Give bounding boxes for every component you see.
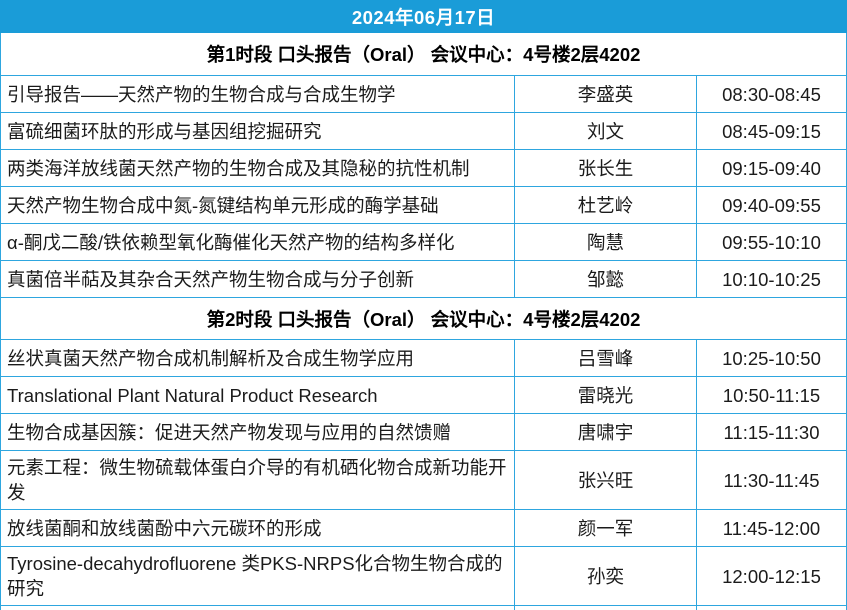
time-cell: 11:30-11:45 (696, 451, 846, 509)
time-cell: 10:25-10:50 (696, 340, 846, 376)
title-cell: 天然产物生物合成中氮-氮键结构单元形成的酶学基础 (7, 194, 439, 216)
time-cell: 08:30-08:45 (696, 76, 846, 112)
title-cell: 富硫细菌环肽的形成与基因组挖掘研究 (7, 120, 322, 142)
speaker-cell: 唐啸宇 (514, 414, 696, 450)
time-cell: 08:45-09:15 (696, 113, 846, 149)
table-row: 真菌倍半萜及其杂合天然产物生物合成与分子创新 邹懿 10:10-10:25 (1, 260, 846, 297)
time-cell (696, 606, 846, 610)
time-cell: 11:15-11:30 (696, 414, 846, 450)
table-row: 天然产物生物合成中氮-氮键结构单元形成的酶学基础 杜艺岭 09:40-09:55 (1, 186, 846, 223)
title-cell: 放线菌酮和放线菌酚中六元碳环的形成 (7, 517, 322, 539)
title-cell: 引导报告——天然产物的生物合成与合成生物学 (7, 83, 396, 105)
session-header: 第2时段 口头报告（Oral） 会议中心：4号楼2层4202 (1, 297, 846, 339)
schedule-table-body: 第1时段 口头报告（Oral） 会议中心：4号楼2层4202 引导报告——天然产物… (1, 33, 846, 610)
table-row: 富硫细菌环肽的形成与基因组挖掘研究 刘文 08:45-09:15 (1, 112, 846, 149)
speaker-cell: 雷晓光 (514, 377, 696, 413)
table-row: 丝状真菌天然产物合成机制解析及合成生物学应用 吕雪峰 10:25-10:50 (1, 339, 846, 376)
speaker-cell: 张长生 (514, 150, 696, 186)
table-row: 引导报告——天然产物的生物合成与合成生物学 李盛英 08:30-08:45 (1, 75, 846, 112)
time-cell: 11:45-12:00 (696, 510, 846, 546)
date-header: 2024年06月17日 (0, 0, 847, 33)
speaker-cell: 李盛英 (514, 76, 696, 112)
title-cell: 生物合成基因簇：促进天然产物发现与应用的自然馈赠 (7, 421, 452, 443)
speaker-cell: 杜艺岭 (514, 187, 696, 223)
table-row: Translational Plant Natural Product Rese… (1, 376, 846, 413)
speaker-cell: 刘文 (514, 113, 696, 149)
speaker-cell: 孙奕 (514, 547, 696, 605)
title-cell: Translational Plant Natural Product Rese… (7, 384, 378, 406)
table-row: Tyrosine-decahydrofluorene 类PKS-NRPS化合物生… (1, 546, 846, 605)
table-row: 元素工程：微生物硫载体蛋白介导的有机硒化物合成新功能开发 张兴旺 11:30-11:… (1, 450, 846, 509)
speaker-cell: 张兴旺 (514, 451, 696, 509)
speaker-cell: 陶慧 (514, 224, 696, 260)
time-cell: 09:40-09:55 (696, 187, 846, 223)
table-row: 生物合成基因簇：促进天然产物发现与应用的自然馈赠 唐啸宇 11:15-11:30 (1, 413, 846, 450)
session-header: 第1时段 口头报告（Oral） 会议中心：4号楼2层4202 (1, 33, 846, 75)
title-cell (1, 606, 514, 610)
speaker-cell: 吕雪峰 (514, 340, 696, 376)
title-cell: 两类海洋放线菌天然产物的生物合成及其隐秘的抗性机制 (7, 157, 470, 179)
title-cell: 真菌倍半萜及其杂合天然产物生物合成与分子创新 (7, 268, 415, 290)
speaker-cell: 邹懿 (514, 261, 696, 297)
time-cell: 09:15-09:40 (696, 150, 846, 186)
table-row: 两类海洋放线菌天然产物的生物合成及其隐秘的抗性机制 张长生 09:15-09:40 (1, 149, 846, 186)
title-cell: α-酮戊二酸/铁依赖型氧化酶催化天然产物的结构多样化 (7, 231, 455, 253)
time-cell: 10:10-10:25 (696, 261, 846, 297)
title-cell: 元素工程：微生物硫载体蛋白介导的有机硒化物合成新功能开发 (7, 457, 507, 503)
speaker-cell: 颜一军 (514, 510, 696, 546)
table-row: α-酮戊二酸/铁依赖型氧化酶催化天然产物的结构多样化 陶慧 09:55-10:10 (1, 223, 846, 260)
title-cell: Tyrosine-decahydrofluorene 类PKS-NRPS化合物生… (7, 553, 503, 599)
speaker-cell (514, 606, 696, 610)
title-cell: 丝状真菌天然产物合成机制解析及合成生物学应用 (7, 347, 415, 369)
time-cell: 09:55-10:10 (696, 224, 846, 260)
time-cell: 10:50-11:15 (696, 377, 846, 413)
table-row-partial (1, 605, 846, 610)
time-cell: 12:00-12:15 (696, 547, 846, 605)
table-row: 放线菌酮和放线菌酚中六元碳环的形成 颜一军 11:45-12:00 (1, 509, 846, 546)
